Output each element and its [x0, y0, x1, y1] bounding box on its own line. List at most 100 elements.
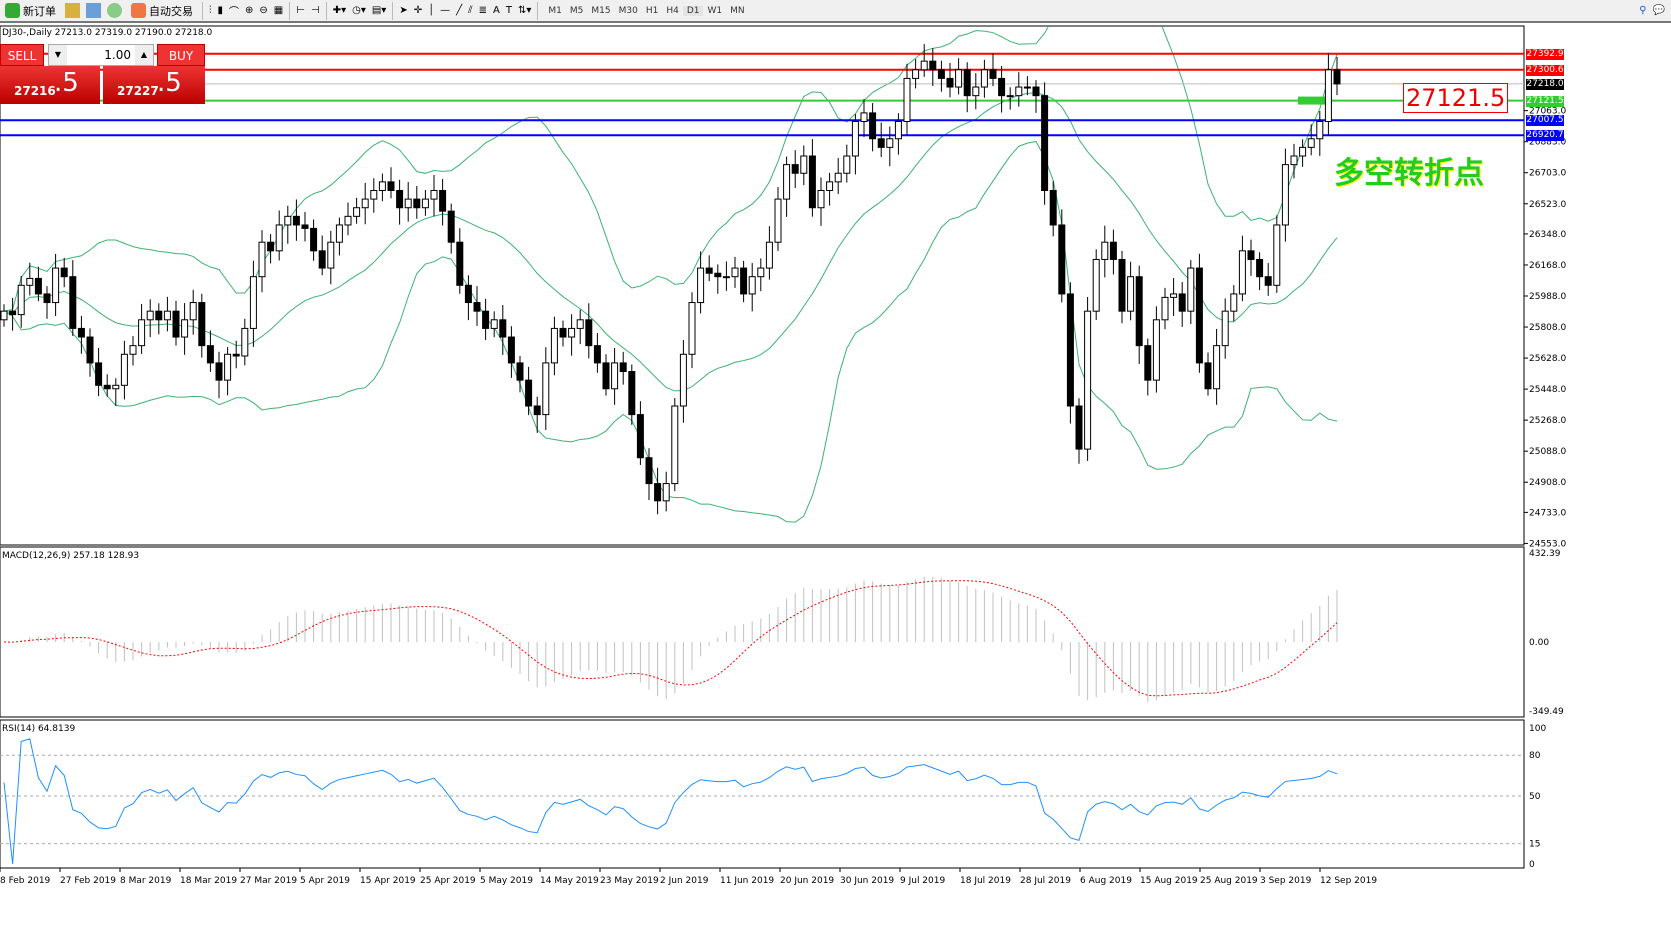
signal-icon[interactable]: [107, 3, 122, 18]
buy-price-frac: .5: [157, 68, 182, 98]
candle: [1316, 111, 1324, 156]
lot-decrease-icon[interactable]: ▼: [49, 45, 67, 65]
trendline-icon[interactable]: ╱: [456, 5, 463, 16]
candle: [335, 217, 343, 256]
candle: [1170, 278, 1178, 316]
new-order-label: 新订单: [23, 4, 56, 18]
lot-size-input[interactable]: ▼ 1.00 ▲: [48, 44, 154, 66]
timeframe-m30[interactable]: M30: [618, 5, 638, 16]
main-pane: [0, 25, 1525, 546]
line-chart-icon[interactable]: ⌒: [229, 7, 240, 18]
candle: [516, 356, 524, 393]
candle: [1118, 250, 1126, 324]
cursor-icon[interactable]: ➤: [399, 5, 408, 16]
candle: [69, 260, 77, 336]
candle: [654, 467, 662, 515]
indicators-icon[interactable]: ✚▾: [332, 5, 347, 16]
candle: [679, 339, 687, 423]
candle: [456, 228, 464, 294]
toolbar: 新订单 自动交易 ⫶ ▮ ⌒ ⊕ ⊖ ▦ ⊢ ⊣ ✚▾ ◷▾ ▤▾ ➤ ✛ │ …: [0, 0, 1671, 23]
candle: [886, 126, 894, 167]
x-tick-label: 2 Jun 2019: [660, 876, 709, 886]
candle: [894, 113, 902, 155]
y-tick-label: 25628.0: [1529, 354, 1566, 364]
timeframe-mn[interactable]: MN: [730, 5, 745, 16]
search-icon[interactable]: ⚲: [1639, 5, 1647, 16]
autoscroll-icon[interactable]: ⊢: [296, 5, 305, 16]
zoom-out-icon[interactable]: ⊖: [259, 5, 268, 16]
candle: [129, 336, 137, 366]
price-level-label: 27007.5: [1526, 115, 1564, 127]
candle: [662, 471, 670, 512]
candle: [430, 174, 438, 217]
sell-price[interactable]: 27216.5: [0, 66, 100, 104]
candle: [0, 304, 8, 327]
candle: [1273, 215, 1281, 293]
buy-button[interactable]: BUY: [157, 44, 205, 66]
x-tick-label: 5 Apr 2019: [300, 876, 350, 886]
candle: [1221, 298, 1229, 359]
zoom-in-icon[interactable]: ⊕: [245, 5, 254, 16]
x-tick-label: 8 Mar 2019: [120, 876, 172, 886]
history-icon[interactable]: [86, 3, 101, 18]
candle: [26, 262, 34, 296]
periods-icon[interactable]: ◷▾: [352, 5, 366, 16]
candle: [791, 150, 799, 189]
folder-icon[interactable]: [65, 3, 80, 18]
candle: [843, 144, 851, 183]
chat-icon[interactable]: 💬: [1652, 5, 1665, 16]
lot-value[interactable]: 1.00: [104, 48, 131, 62]
candle: [447, 203, 455, 254]
candle: [120, 340, 128, 400]
crosshair-icon[interactable]: ✛: [413, 5, 423, 16]
tile-windows-icon[interactable]: ▦: [273, 5, 284, 16]
vertical-line-icon[interactable]: │: [428, 5, 435, 16]
timeframe-m5[interactable]: M5: [569, 5, 584, 16]
candle: [1281, 148, 1289, 242]
templates-icon[interactable]: ▤▾: [371, 5, 387, 16]
timeframe-h4[interactable]: H4: [666, 5, 679, 16]
candle: [439, 178, 447, 226]
buy-price[interactable]: 27227.5: [103, 66, 205, 104]
fibonacci-icon[interactable]: ≣: [478, 5, 488, 16]
price-level-label: 27218.0: [1526, 78, 1564, 90]
timeframe-d1[interactable]: D1: [682, 5, 704, 16]
turning-point-annotation[interactable]: 多空转折点: [1334, 156, 1484, 191]
candle: [361, 182, 369, 225]
candle: [378, 173, 386, 202]
text-icon[interactable]: A: [493, 5, 500, 16]
bar-chart-icon[interactable]: ⫶: [209, 5, 212, 16]
candle: [705, 255, 713, 282]
timeframe-m15[interactable]: M15: [591, 5, 611, 16]
candle: [1307, 124, 1315, 156]
candle: [241, 318, 249, 366]
candle: [851, 114, 859, 175]
price-annotation[interactable]: 27121.5: [1403, 83, 1509, 113]
channel-icon[interactable]: ⫽: [468, 5, 473, 16]
candle: [946, 62, 954, 98]
candle: [963, 62, 971, 113]
candle: [568, 314, 576, 356]
candle: [929, 48, 937, 86]
auto-trade-button[interactable]: 自动交易: [128, 1, 196, 21]
bollinger-upper-band: [3, 27, 1338, 312]
candle: [112, 378, 120, 406]
lot-increase-icon[interactable]: ▲: [135, 45, 153, 65]
arrows-icon[interactable]: ⇅▾: [517, 5, 532, 16]
horizontal-line-icon[interactable]: —: [440, 5, 451, 16]
x-tick-label: 20 Jun 2019: [780, 876, 834, 886]
timeframe-m1[interactable]: M1: [548, 5, 562, 16]
timeframe-h1[interactable]: H1: [645, 5, 659, 16]
x-tick-label: 3 Sep 2019: [1260, 876, 1312, 886]
candle-chart-icon[interactable]: ▮: [217, 5, 224, 16]
new-order-button[interactable]: 新订单: [2, 1, 59, 21]
text-label-icon[interactable]: T: [505, 5, 512, 16]
timeframe-w1[interactable]: W1: [707, 5, 723, 16]
chart-shift-icon[interactable]: ⊣: [310, 5, 320, 16]
chart-canvas[interactable]: 27063.0 26883.0 26703.0 26523.0 26348.0 26168…: [0, 25, 1671, 890]
candle: [1230, 285, 1238, 322]
candle: [808, 139, 816, 217]
candle: [1204, 352, 1212, 396]
sell-button[interactable]: SELL: [0, 44, 44, 66]
candle: [576, 309, 584, 345]
